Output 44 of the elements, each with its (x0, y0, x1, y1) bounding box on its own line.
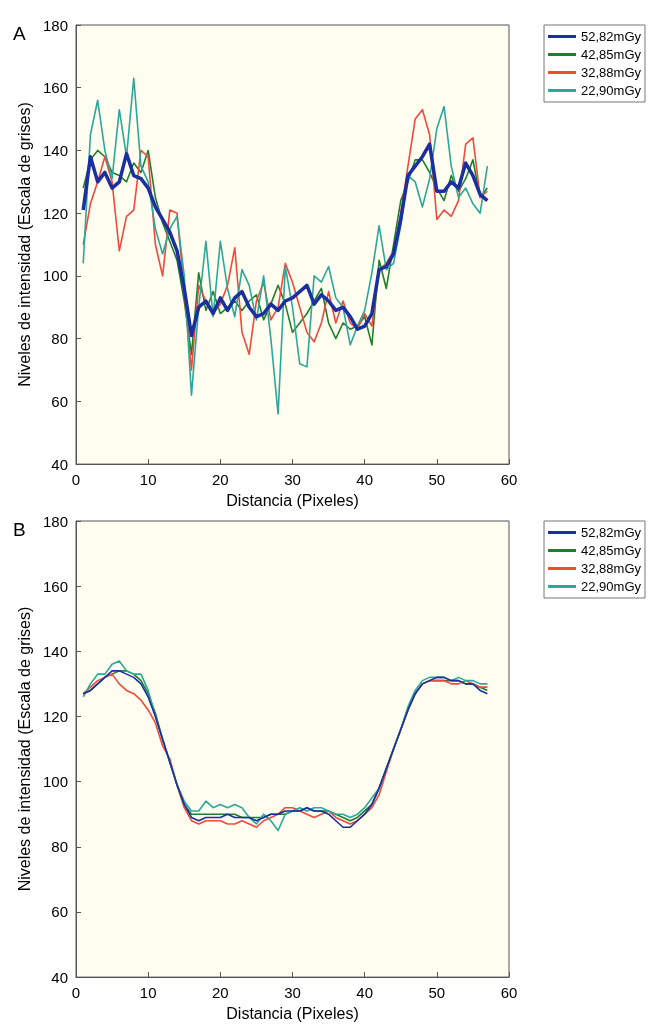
x-tick-label: 0 (71, 471, 81, 489)
y-tick-label: 60 (51, 392, 68, 410)
legend-label: 22,90mGy (581, 83, 642, 98)
legend-label: 32,88mGy (581, 65, 642, 80)
chart-title: B (13, 519, 26, 540)
y-tick-label: 160 (42, 79, 68, 97)
legend-label: 42,85mGy (581, 543, 642, 558)
legend-label: 52,82mGy (581, 525, 642, 540)
y-axis-title: Niveles de intensidad (Escala de grises) (15, 606, 33, 892)
x-tick-label: 30 (284, 471, 301, 489)
x-tick-label: 10 (139, 984, 157, 1002)
x-tick-label: 60 (500, 984, 518, 1002)
x-tick-label: 20 (211, 984, 229, 1002)
legend-label: 32,88mGy (581, 561, 642, 576)
x-tick-label: 20 (211, 471, 229, 489)
y-tick-label: 180 (42, 512, 68, 530)
y-tick-label: 140 (42, 642, 68, 660)
y-tick-label: 180 (42, 16, 68, 34)
y-tick-label: 40 (51, 455, 68, 473)
x-tick-label: 50 (428, 471, 446, 489)
x-axis-title: Distancia (Pixeles) (226, 491, 359, 509)
chart-title: A (13, 23, 26, 44)
y-tick-label: 160 (42, 577, 68, 595)
y-tick-label: 40 (51, 968, 68, 986)
y-tick-label: 100 (42, 773, 68, 791)
y-tick-label: 120 (42, 204, 68, 222)
y-tick-label: 100 (42, 267, 68, 285)
y-tick-label: 60 (51, 903, 68, 921)
y-tick-label: 80 (51, 330, 68, 348)
y-tick-label: 80 (51, 838, 68, 856)
y-tick-label: 140 (42, 141, 68, 159)
x-tick-label: 50 (428, 984, 446, 1002)
legend-label: 42,85mGy (581, 47, 642, 62)
y-axis-title: Niveles de intensidad (Escala de grises) (15, 102, 33, 387)
legend-label: 22,90mGy (581, 579, 642, 594)
x-tick-label: 10 (139, 471, 157, 489)
x-tick-label: 40 (356, 471, 374, 489)
x-tick-label: 60 (500, 471, 518, 489)
x-tick-label: 40 (356, 984, 374, 1002)
x-axis-title: Distancia (Pixeles) (226, 1004, 359, 1022)
legend-label: 52,82mGy (581, 29, 642, 44)
y-tick-label: 120 (42, 707, 68, 725)
x-tick-label: 0 (71, 984, 81, 1002)
x-tick-label: 30 (284, 984, 301, 1002)
